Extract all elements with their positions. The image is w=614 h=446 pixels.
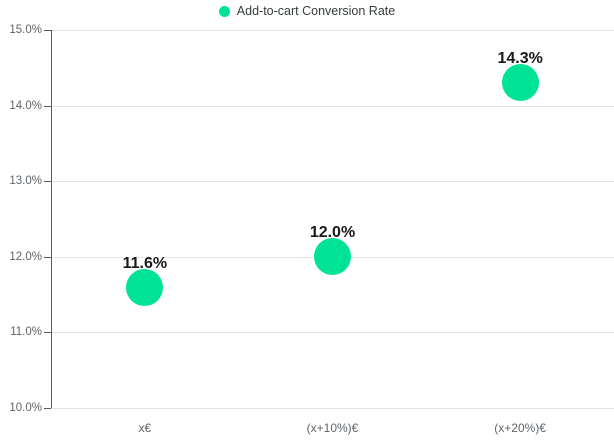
legend-marker-icon <box>218 5 230 17</box>
data-point[interactable] <box>314 238 351 276</box>
data-point[interactable] <box>126 268 164 306</box>
y-axis-tick <box>44 30 51 31</box>
y-gridline <box>51 181 614 183</box>
y-axis-label: 10.0% <box>9 402 42 414</box>
y-axis-tick <box>44 105 51 107</box>
y-axis-label: 15.0% <box>9 24 42 36</box>
legend-item-conversion-rate[interactable]: Add-to-cart Conversion Rate <box>218 4 396 18</box>
y-gridline <box>51 332 614 334</box>
legend: Add-to-cart Conversion Rate <box>0 2 614 20</box>
y-axis-tick <box>44 181 51 183</box>
y-axis-tick <box>44 256 51 258</box>
y-axis-line <box>51 30 52 408</box>
y-axis-label: 13.0% <box>9 175 42 188</box>
y-axis-label: 14.0% <box>9 99 42 112</box>
data-point[interactable] <box>501 64 539 102</box>
x-axis-label: (x+10%)€ <box>306 421 359 435</box>
data-point-label: 11.6% <box>122 254 168 272</box>
legend-label: Add-to-cart Conversion Rate <box>236 4 396 18</box>
y-gridline <box>51 30 614 31</box>
y-axis-tick <box>44 408 51 409</box>
x-axis-label: (x+20%)€ <box>494 421 547 435</box>
y-axis-label: 11.0% <box>10 326 42 339</box>
y-axis-label: 12.0% <box>9 250 42 263</box>
y-gridline <box>51 105 614 107</box>
x-axis-label: x€ <box>138 421 152 435</box>
y-gridline <box>51 408 614 409</box>
data-point-label: 12.0% <box>309 224 356 242</box>
data-point-label: 14.3% <box>497 50 543 68</box>
y-axis-tick <box>44 332 51 334</box>
